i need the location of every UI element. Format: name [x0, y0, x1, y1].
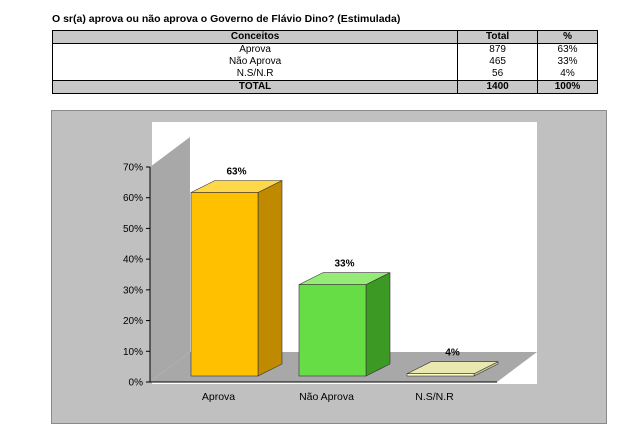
data-label: 33% — [334, 259, 354, 270]
data-label: 4% — [445, 348, 460, 359]
x-category-label: N.S/N.R — [415, 391, 454, 403]
y-tick-label: 0% — [129, 378, 144, 389]
table-header-row: Conceitos Total % — [51, 30, 598, 44]
y-tick-label: 40% — [123, 255, 143, 266]
total-percent: 100% — [537, 80, 598, 94]
table-row: N.S/N.R 56 4% — [51, 68, 598, 81]
header-percent: % — [537, 30, 598, 44]
chart-title: O sr(a) aprova ou não aprova o Governo d… — [52, 13, 401, 25]
row-label: N.S/N.R — [51, 68, 459, 81]
x-category-label: Não Aprova — [299, 391, 354, 403]
row-percent: 4% — [537, 68, 598, 81]
data-label: 63% — [226, 167, 246, 178]
y-tick-label: 70% — [123, 163, 143, 174]
y-tick-label: 10% — [123, 347, 143, 358]
bar — [298, 284, 367, 377]
results-table: Conceitos Total % Aprova 879 63% Não Apr… — [51, 30, 598, 94]
side-wall — [150, 137, 190, 382]
table-total-row: TOTAL 1400 100% — [51, 80, 598, 94]
row-percent: 33% — [537, 56, 598, 68]
chart-panel: 0% 10% 20% 30% 40% 50% 60% 70% 63% Aprova 33% Não A… — [51, 110, 607, 424]
header-total: Total — [457, 30, 539, 44]
bar-chart: 0% 10% 20% 30% 40% 50% 60% 70% 63% Aprova 33% Não A… — [123, 122, 537, 403]
row-total: 879 — [457, 43, 539, 56]
total-label: TOTAL — [51, 80, 459, 94]
bar — [190, 192, 259, 377]
x-category-label: Aprova — [202, 391, 235, 403]
y-tick-label: 50% — [123, 224, 143, 235]
table-row: Aprova 879 63% — [51, 43, 598, 56]
row-percent: 63% — [537, 43, 598, 56]
header-conceitos: Conceitos — [51, 30, 459, 44]
y-tick-label: 30% — [123, 285, 143, 296]
bar-side — [257, 180, 283, 377]
y-tick-label: 60% — [123, 193, 143, 204]
row-total: 56 — [457, 68, 539, 81]
table-row: Não Aprova 465 33% — [51, 56, 598, 68]
bar-side — [365, 272, 391, 377]
total-count: 1400 — [457, 80, 539, 94]
row-label: Não Aprova — [51, 56, 459, 68]
bar — [406, 373, 475, 377]
row-total: 465 — [457, 56, 539, 68]
row-label: Aprova — [51, 43, 459, 56]
y-tick-label: 20% — [123, 316, 143, 327]
